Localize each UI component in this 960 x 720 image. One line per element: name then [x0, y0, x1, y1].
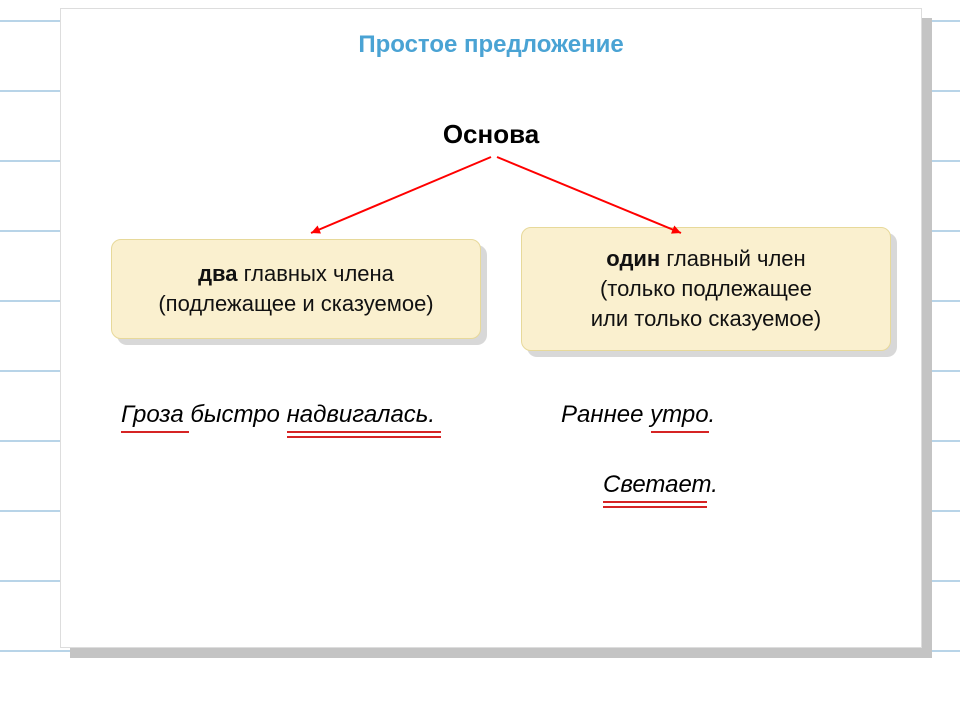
split-arrows [61, 9, 923, 649]
content-card: Простое предложение Основа два главных ч… [60, 8, 922, 648]
